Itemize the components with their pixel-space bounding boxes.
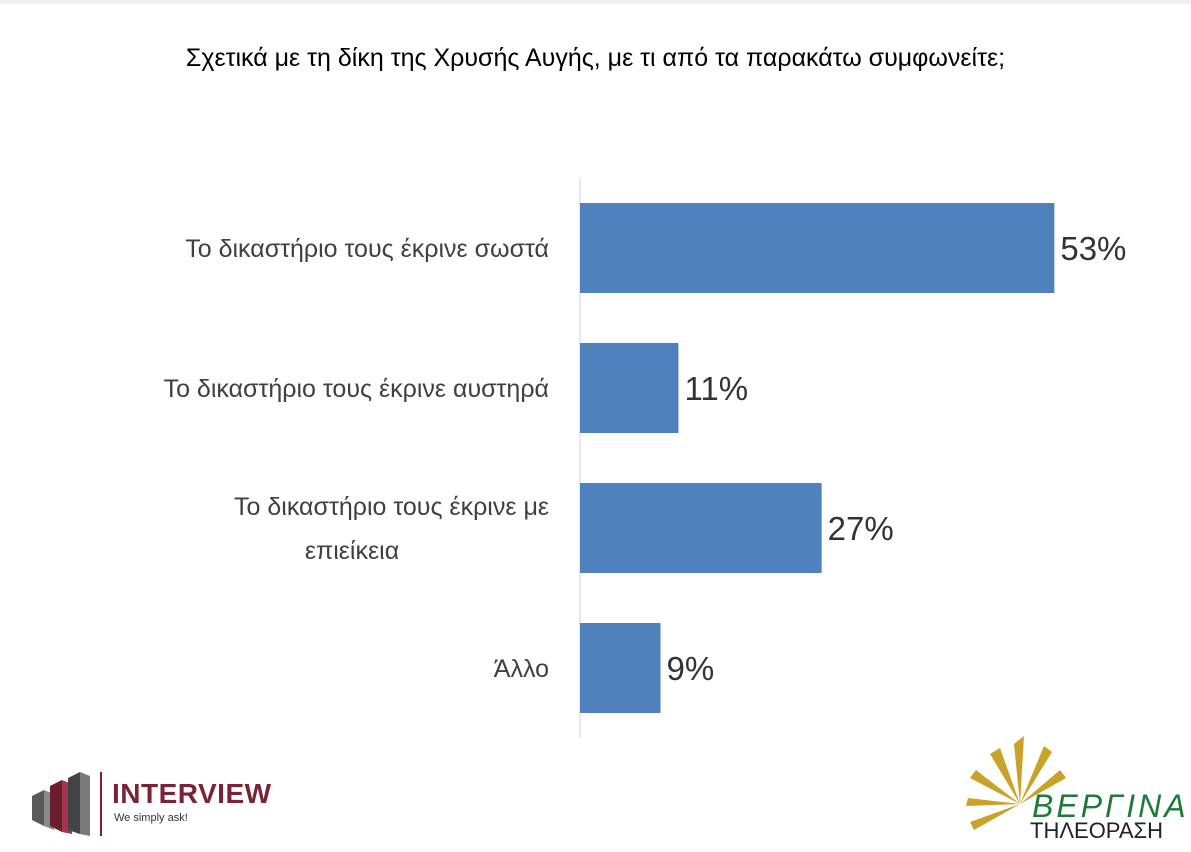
category-label-3-0: Άλλο <box>494 655 549 683</box>
interview-building-icon <box>32 772 90 836</box>
value-label-0: 53% <box>1060 230 1126 267</box>
bars-layer: 53% Το δικαστήριο τους έκρινε σωστά 11% Το … <box>164 178 1126 738</box>
vergina-logo: ΒΕΡΓΙΝΑ ΤΗΛΕΟΡΑΣΗ <box>960 726 1191 852</box>
value-label-3: 9% <box>667 650 715 687</box>
value-label-2: 27% <box>828 510 894 547</box>
interview-name: INTERVIEW <box>112 778 272 809</box>
chart-title: Σχετικά με τη δίκη της Χρυσής Αυγής, με … <box>185 44 1006 72</box>
vergina-sun-icon <box>966 736 1066 830</box>
category-label-2-1: επιείκεια <box>305 537 399 565</box>
interview-tagline: We simply ask! <box>114 812 188 824</box>
interview-logo: INTERVIEW We simply ask! <box>28 768 298 838</box>
bar-3 <box>580 623 661 713</box>
interview-divider <box>100 772 102 836</box>
category-label-1-0: Το δικαστήριο τους έκρινε αυστηρά <box>164 375 549 403</box>
vergina-name: ΒΕΡΓΙΝΑ <box>1032 788 1189 824</box>
category-label-0-0: Το δικαστήριο τους έκρινε σωστά <box>185 235 549 263</box>
top-rule <box>0 0 1191 4</box>
vergina-sub: ΤΗΛΕΟΡΑΣΗ <box>1030 818 1164 843</box>
bar-0 <box>580 203 1055 293</box>
value-label-1: 11% <box>684 370 748 407</box>
bar-2 <box>580 483 822 573</box>
bar-1 <box>580 343 679 433</box>
category-label-2-0: Το δικαστήριο τους έκρινε με <box>234 493 549 521</box>
